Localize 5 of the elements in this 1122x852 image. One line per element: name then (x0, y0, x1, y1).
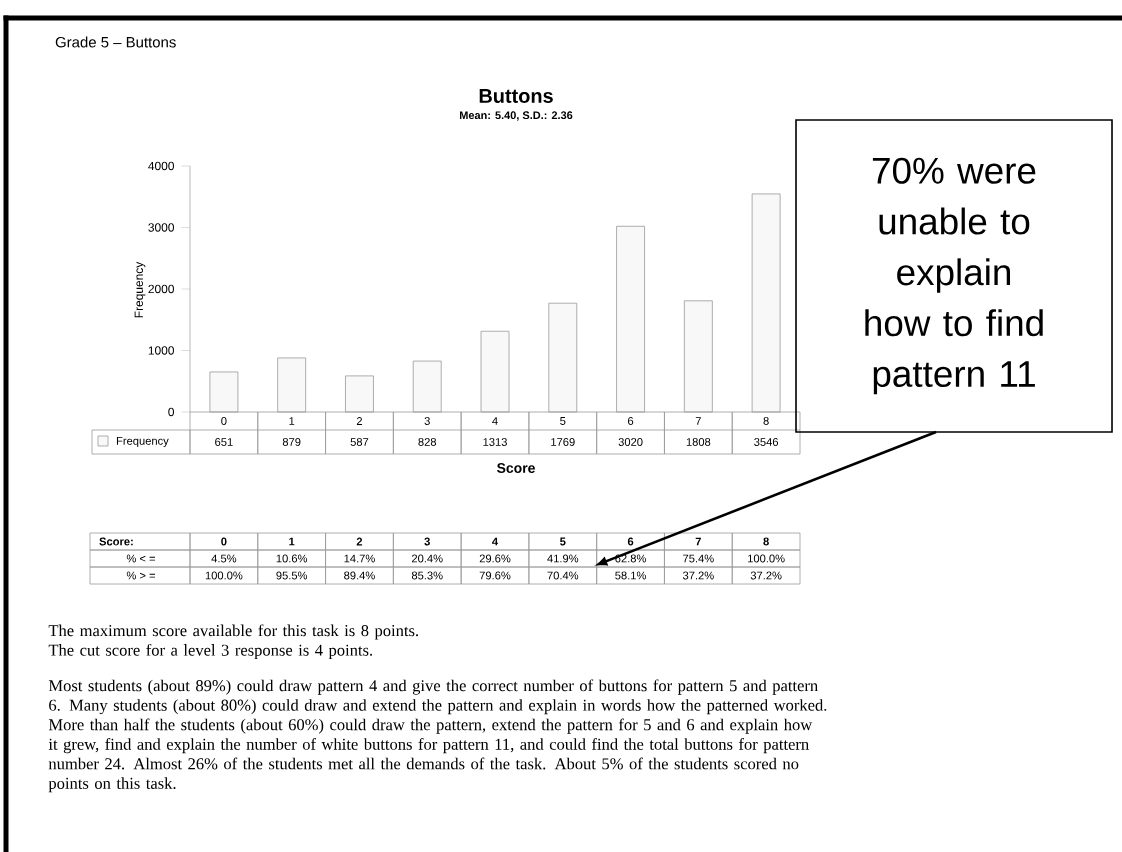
text: Most students (about 89%) could draw pattern 4 and give the correct number of buttons for pattern 5 and pattern 6. Many students (about 80%) could draw and extend the pattern and explain in words how the patterned worked. More than half the students (about 60%) could draw the pattern, extend the pattern for 5 and 6 and explain how it grew, find and explain the number of white buttons for pattern 11, and could find the total buttons for pattern number 24. Almost 26% of the students met all the demands of the task. About 5% of the students scored no points on this task. (48, 679, 827, 793)
text: The maximum score available for this task is 8 points. (48, 624, 418, 640)
text: 70% were unable to explain how to find pattern 11 (865, 157, 1043, 395)
text: The cut score for a level 3 response is 4 points. (48, 643, 373, 660)
chart-title: Buttons (479, 89, 553, 103)
